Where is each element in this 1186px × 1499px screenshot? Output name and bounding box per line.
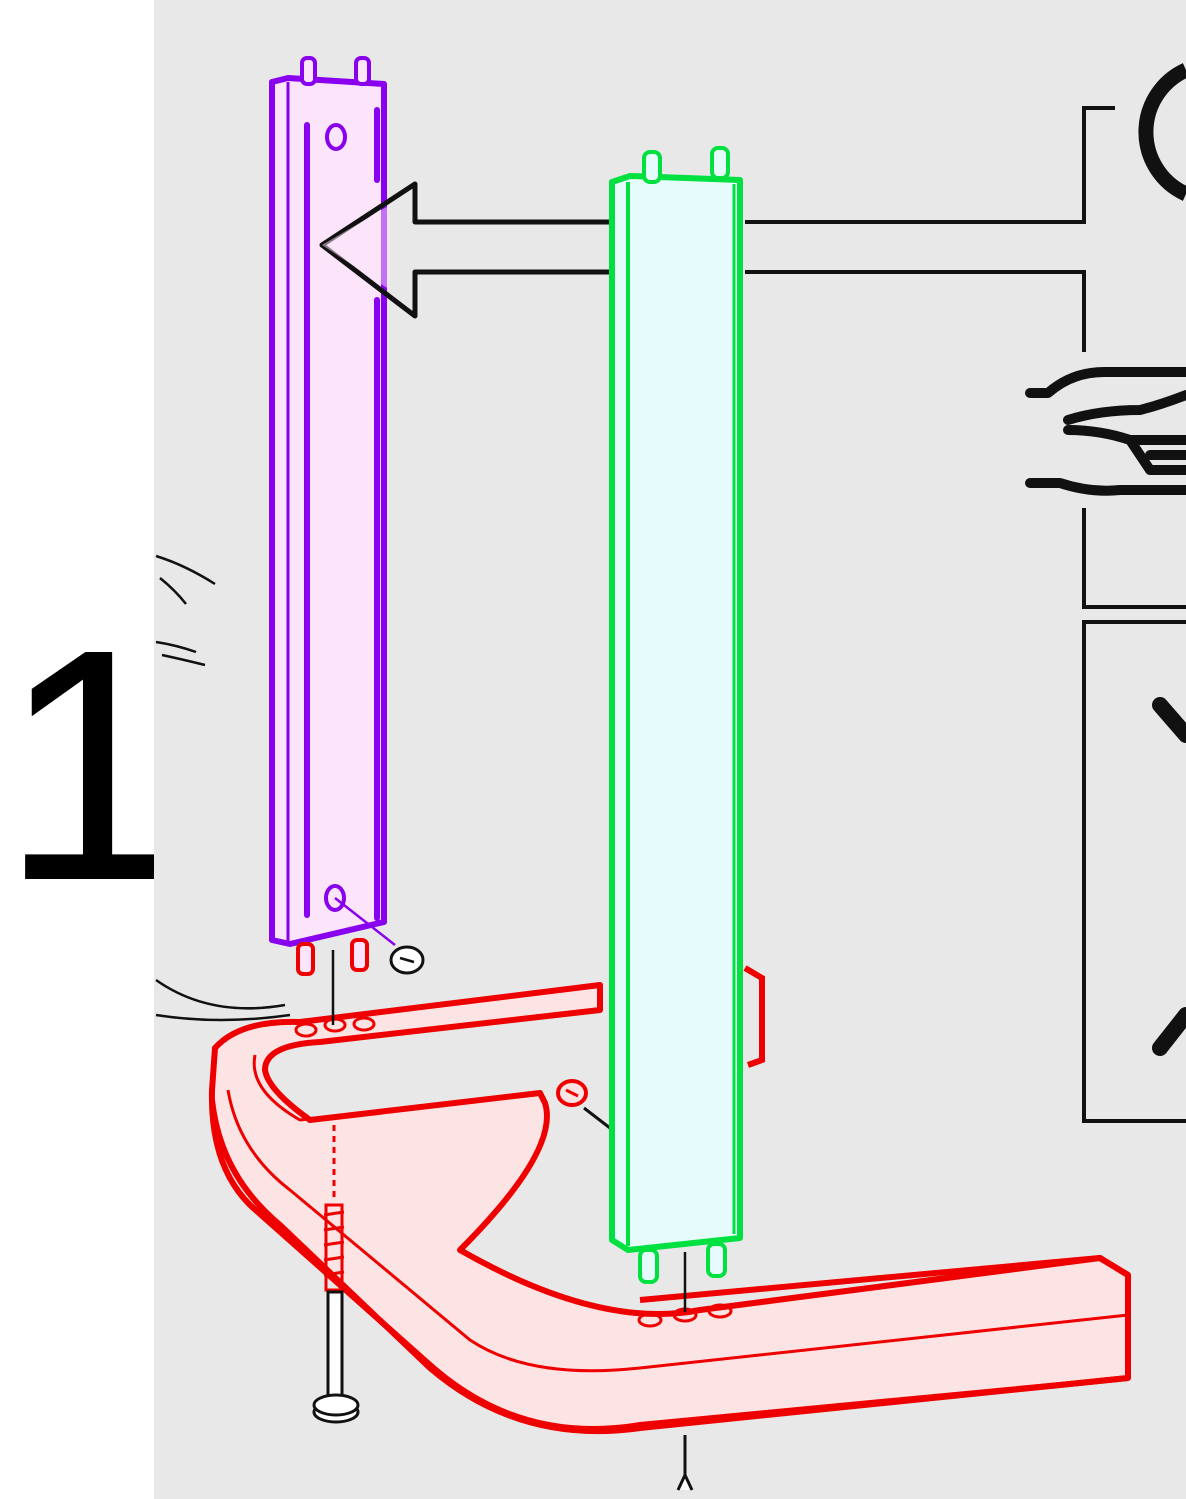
cam-lock-bolt <box>556 1079 611 1130</box>
cam-lock-nut <box>389 945 425 975</box>
leg-left <box>269 56 425 1025</box>
step-number: 1 <box>0 580 184 949</box>
hand-hold-icon <box>1025 367 1186 496</box>
leg-right <box>609 146 743 1312</box>
arrow-icon <box>319 181 612 319</box>
screw <box>323 1203 345 1292</box>
dowel-holes-left <box>294 1016 376 1038</box>
foot-glide <box>676 1435 694 1491</box>
motion-lines <box>155 554 291 1022</box>
screwdriver-icon <box>1152 697 1186 1056</box>
rotate-icon <box>1138 63 1186 201</box>
callout-connectors <box>745 106 1186 1123</box>
bolt <box>312 1290 360 1424</box>
base-frame <box>208 965 1131 1491</box>
